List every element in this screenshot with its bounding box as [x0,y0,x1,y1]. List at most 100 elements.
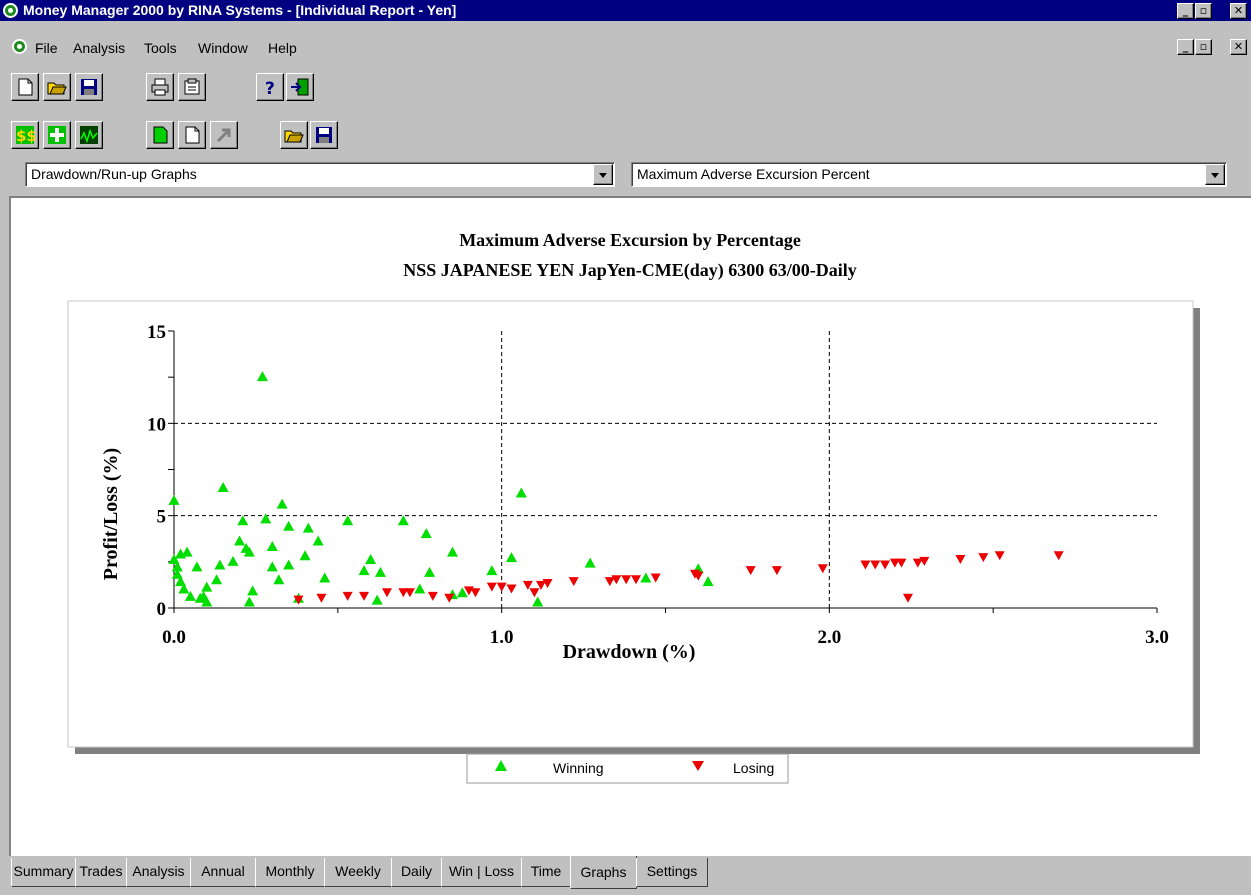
chevron-down-icon[interactable] [593,164,613,185]
winning-trade-point [319,572,331,583]
exit-icon [291,78,309,96]
graph-type-value: Maximum Adverse Excursion Percent [637,166,870,182]
graph-type-select[interactable]: Maximum Adverse Excursion Percent [631,162,1227,187]
losing-trade-point [955,554,966,564]
tab-daily[interactable]: Daily [391,858,442,887]
blank-page-button[interactable] [178,121,206,149]
file-toolbar-group [9,71,109,103]
add-button[interactable] [43,121,71,149]
losing-trade-point [650,573,661,583]
losing-trade-point [381,588,392,598]
doc-minimize-button[interactable]: _ [1177,39,1194,55]
losing-trade-point [880,560,891,570]
money-button[interactable]: $$ [11,121,39,149]
losing-trade-point [486,582,497,592]
exit-button[interactable] [286,73,314,101]
losing-trade-point [631,575,642,585]
print-toolbar-group [144,71,216,103]
close-button[interactable]: ✕ [1230,3,1247,19]
winning-trade-point [584,557,596,568]
winning-trade-point [181,546,193,557]
minimize-button[interactable]: _ [1177,3,1194,19]
tab-graphs[interactable]: Graphs [570,856,637,889]
winning-trade-point [640,572,652,583]
svg-text:$$: $$ [16,127,35,145]
losing-trade-point [889,558,900,568]
window-title: Money Manager 2000 by RINA Systems - [In… [23,2,457,18]
winning-trade-point [266,541,278,552]
maximize-button[interactable]: ▫ [1195,3,1212,19]
data-point-layer [168,371,1064,607]
winning-trade-point [214,559,226,570]
x-tick-label: 1.0 [490,627,514,648]
chart-button[interactable] [75,121,103,149]
save-report-button[interactable] [310,121,338,149]
properties-button[interactable] [178,73,206,101]
save-disk-icon [316,127,332,143]
save-disk-icon [81,79,97,95]
winning-trade-point [237,515,249,526]
losing-trade-point [621,575,632,585]
menu-tools[interactable]: Tools [144,40,177,56]
open-button[interactable] [43,73,71,101]
winning-trade-point [168,494,180,505]
menu-analysis[interactable]: Analysis [73,40,126,56]
winning-trade-point [447,546,459,557]
help-icon: ? [265,79,275,97]
losing-trade-point [542,578,553,588]
menu-window[interactable]: Window [198,40,248,56]
winning-trade-point [217,481,229,492]
help-button[interactable]: ? [256,73,284,101]
tab-settings[interactable]: Settings [636,858,708,887]
green-page-icon [153,126,168,144]
report-tab-bar: Summary Trades Analysis Annual Monthly W… [0,856,1251,895]
add-icon [48,126,66,144]
blank-page-icon [185,126,200,144]
winning-trade-point [266,561,278,572]
tab-weekly[interactable]: Weekly [324,858,392,887]
tab-analysis[interactable]: Analysis [126,858,191,887]
losing-trade-point [293,595,304,605]
save-button[interactable] [75,73,103,101]
winning-trade-point [175,576,187,587]
menu-file[interactable]: File [35,40,58,56]
tab-annual[interactable]: Annual [190,858,256,887]
winning-trade-point [201,581,213,592]
tab-trades[interactable]: Trades [75,858,127,887]
winning-trade-point [312,535,324,546]
graph-category-select[interactable]: Drawdown/Run-up Graphs [25,162,615,187]
new-document-button[interactable] [11,73,39,101]
tab-monthly[interactable]: Monthly [255,858,325,887]
winning-trade-point [283,520,295,531]
open-report-button[interactable] [280,121,308,149]
winning-trade-point [171,561,183,572]
doc-restore-button[interactable]: ▫ [1195,39,1212,55]
menu-help[interactable]: Help [268,40,297,56]
chevron-down-icon[interactable] [1205,164,1225,185]
winning-trade-point [247,585,259,596]
losing-trade-point [496,582,507,592]
tab-win-loss[interactable]: Win | Loss [441,858,522,887]
winning-trade-point [505,552,517,563]
tab-summary[interactable]: Summary [11,858,76,887]
green-page-button[interactable] [146,121,174,149]
winning-trade-point [234,535,246,546]
losing-trade-point [912,558,923,568]
winning-trade-point [276,498,288,509]
doc-close-button[interactable]: ✕ [1230,39,1247,55]
losing-trade-point [896,558,907,568]
winning-trade-point [260,513,272,524]
losing-trade-point [817,564,828,574]
legend-box [466,753,789,784]
print-button[interactable] [146,73,174,101]
winning-trade-point [184,590,196,601]
arrow-button[interactable] [210,121,238,149]
winning-trade-point [211,574,223,585]
winning-trade-point [371,594,383,605]
winning-trade-point [486,565,498,576]
chart-frame [67,300,1194,748]
mae-scatter-chart: Maximum Adverse Excursion by Percentage … [67,230,1200,784]
document-logo-icon[interactable] [12,39,27,54]
printer-icon [151,78,169,96]
tab-time[interactable]: Time [521,858,571,887]
